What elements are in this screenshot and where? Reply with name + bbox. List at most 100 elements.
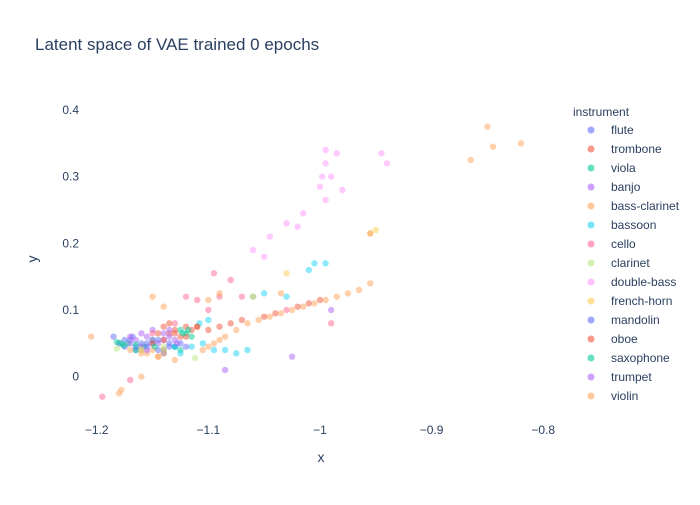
data-point-cello [238, 293, 246, 300]
legend-marker-violin [587, 392, 595, 400]
data-point-violin [160, 303, 167, 310]
data-point-bassoon [283, 293, 290, 300]
data-point-double-bass [316, 183, 324, 190]
data-point-bassoon [260, 290, 268, 297]
data-point-violin [467, 156, 474, 164]
data-point-mandolin [110, 333, 117, 340]
x-tick-label: −1 [313, 423, 327, 437]
x-axis-title: x [318, 449, 325, 465]
legend-label-clarinet: clarinet [611, 256, 650, 270]
legend-marker-trombone [587, 145, 595, 153]
data-point-violin [127, 346, 134, 354]
data-point-bass-clarinet [311, 300, 318, 307]
data-point-mandolin [143, 340, 151, 347]
data-point-bass-clarinet [322, 296, 329, 304]
data-point-banjo [143, 333, 151, 340]
y-tick-label: 0 [72, 370, 79, 384]
data-point-bassoon [322, 260, 329, 267]
legend: instrument flute trombone viola banjo bass-c… [573, 105, 680, 403]
data-point-saxophone [185, 326, 192, 334]
data-point-bass-clarinet [367, 280, 374, 287]
data-point-saxophone [151, 343, 158, 350]
data-point-oboe [272, 310, 279, 317]
legend-marker-oboe [587, 335, 595, 343]
data-point-oboe [160, 336, 167, 344]
data-point-trumpet [143, 346, 151, 354]
data-point-violin [154, 353, 162, 360]
x-tick-label: −1.1 [197, 423, 221, 437]
data-point-bassoon [210, 346, 218, 354]
x-tick-label: −0.8 [531, 423, 555, 437]
data-point-double-bass [300, 210, 307, 217]
data-point-bass-clarinet [255, 316, 262, 324]
data-point-violin [87, 333, 95, 340]
legend-label-banjo: banjo [611, 180, 641, 194]
legend-marker-saxophone [587, 354, 595, 362]
data-point-violin [489, 143, 497, 150]
data-point-banjo [127, 340, 134, 347]
data-point-double-bass [333, 150, 340, 157]
data-point-double-bass [260, 253, 268, 260]
data-point-bass-clarinet [288, 306, 296, 314]
data-point-double-bass [266, 233, 273, 240]
x-tick-label: −1.2 [85, 423, 109, 437]
y-tick-label: 0.1 [62, 303, 79, 317]
data-point-violin [216, 290, 223, 297]
data-point-violin [517, 140, 525, 147]
data-point-double-bass [383, 160, 391, 167]
data-point-bass-clarinet [277, 310, 285, 317]
legend-label-trombone: trombone [611, 142, 662, 156]
y-tick-label: 0.2 [62, 236, 79, 250]
data-point-trumpet [327, 306, 335, 314]
data-point-clarinet [191, 354, 199, 362]
data-point-bass-clarinet [205, 343, 212, 350]
data-point-oboe [316, 296, 324, 304]
data-point-saxophone [118, 340, 125, 347]
data-point-oboe [238, 316, 246, 324]
data-point-cello [194, 296, 201, 304]
legend-marker-clarinet [587, 259, 595, 267]
data-point-bass-clarinet [221, 333, 229, 340]
data-point-cello [227, 276, 234, 284]
data-point-oboe [216, 323, 223, 330]
data-point-cello [149, 330, 156, 337]
data-point-violin [149, 293, 156, 300]
y-tick-label: 0.4 [62, 103, 79, 117]
data-point-bassoon [188, 343, 195, 350]
data-point-bass-clarinet [244, 320, 251, 327]
data-point-double-bass [378, 150, 385, 157]
data-point-bassoon [244, 346, 251, 354]
legend-label-cello: cello [611, 237, 636, 251]
data-point-banjo [166, 333, 173, 340]
data-point-bass-clarinet [355, 286, 363, 294]
data-point-oboe [305, 300, 313, 307]
data-point-oboe [171, 330, 179, 337]
data-point-mandolin [154, 336, 162, 344]
data-point-trumpet [127, 333, 134, 340]
data-point-cello [182, 293, 190, 300]
legend-marker-bassoon [587, 221, 595, 229]
data-point-bass-clarinet [266, 313, 273, 320]
data-point-violin [138, 373, 145, 380]
data-point-violin [118, 386, 125, 394]
data-point-french-horn [372, 226, 380, 234]
data-point-mandolin [166, 343, 173, 350]
data-point-bass-clarinet [199, 346, 206, 354]
x-tick-label: −0.9 [420, 423, 444, 437]
data-point-oboe [260, 313, 268, 320]
legend-marker-double-bass [587, 278, 595, 286]
legend-label-flute: flute [611, 123, 634, 137]
data-point-bass-clarinet [210, 340, 218, 347]
data-point-double-bass [319, 173, 326, 180]
legend-label-oboe: oboe [611, 332, 638, 346]
data-point-double-bass [339, 186, 346, 194]
data-point-cello [127, 376, 134, 384]
data-point-double-bass [322, 146, 329, 154]
legend-title: instrument [573, 105, 630, 119]
data-point-saxophone [132, 341, 140, 348]
data-point-trombone [166, 320, 173, 327]
legend-marker-cello [587, 240, 595, 248]
legend-label-double-bass: double-bass [611, 275, 676, 289]
data-point-clarinet [113, 345, 121, 352]
